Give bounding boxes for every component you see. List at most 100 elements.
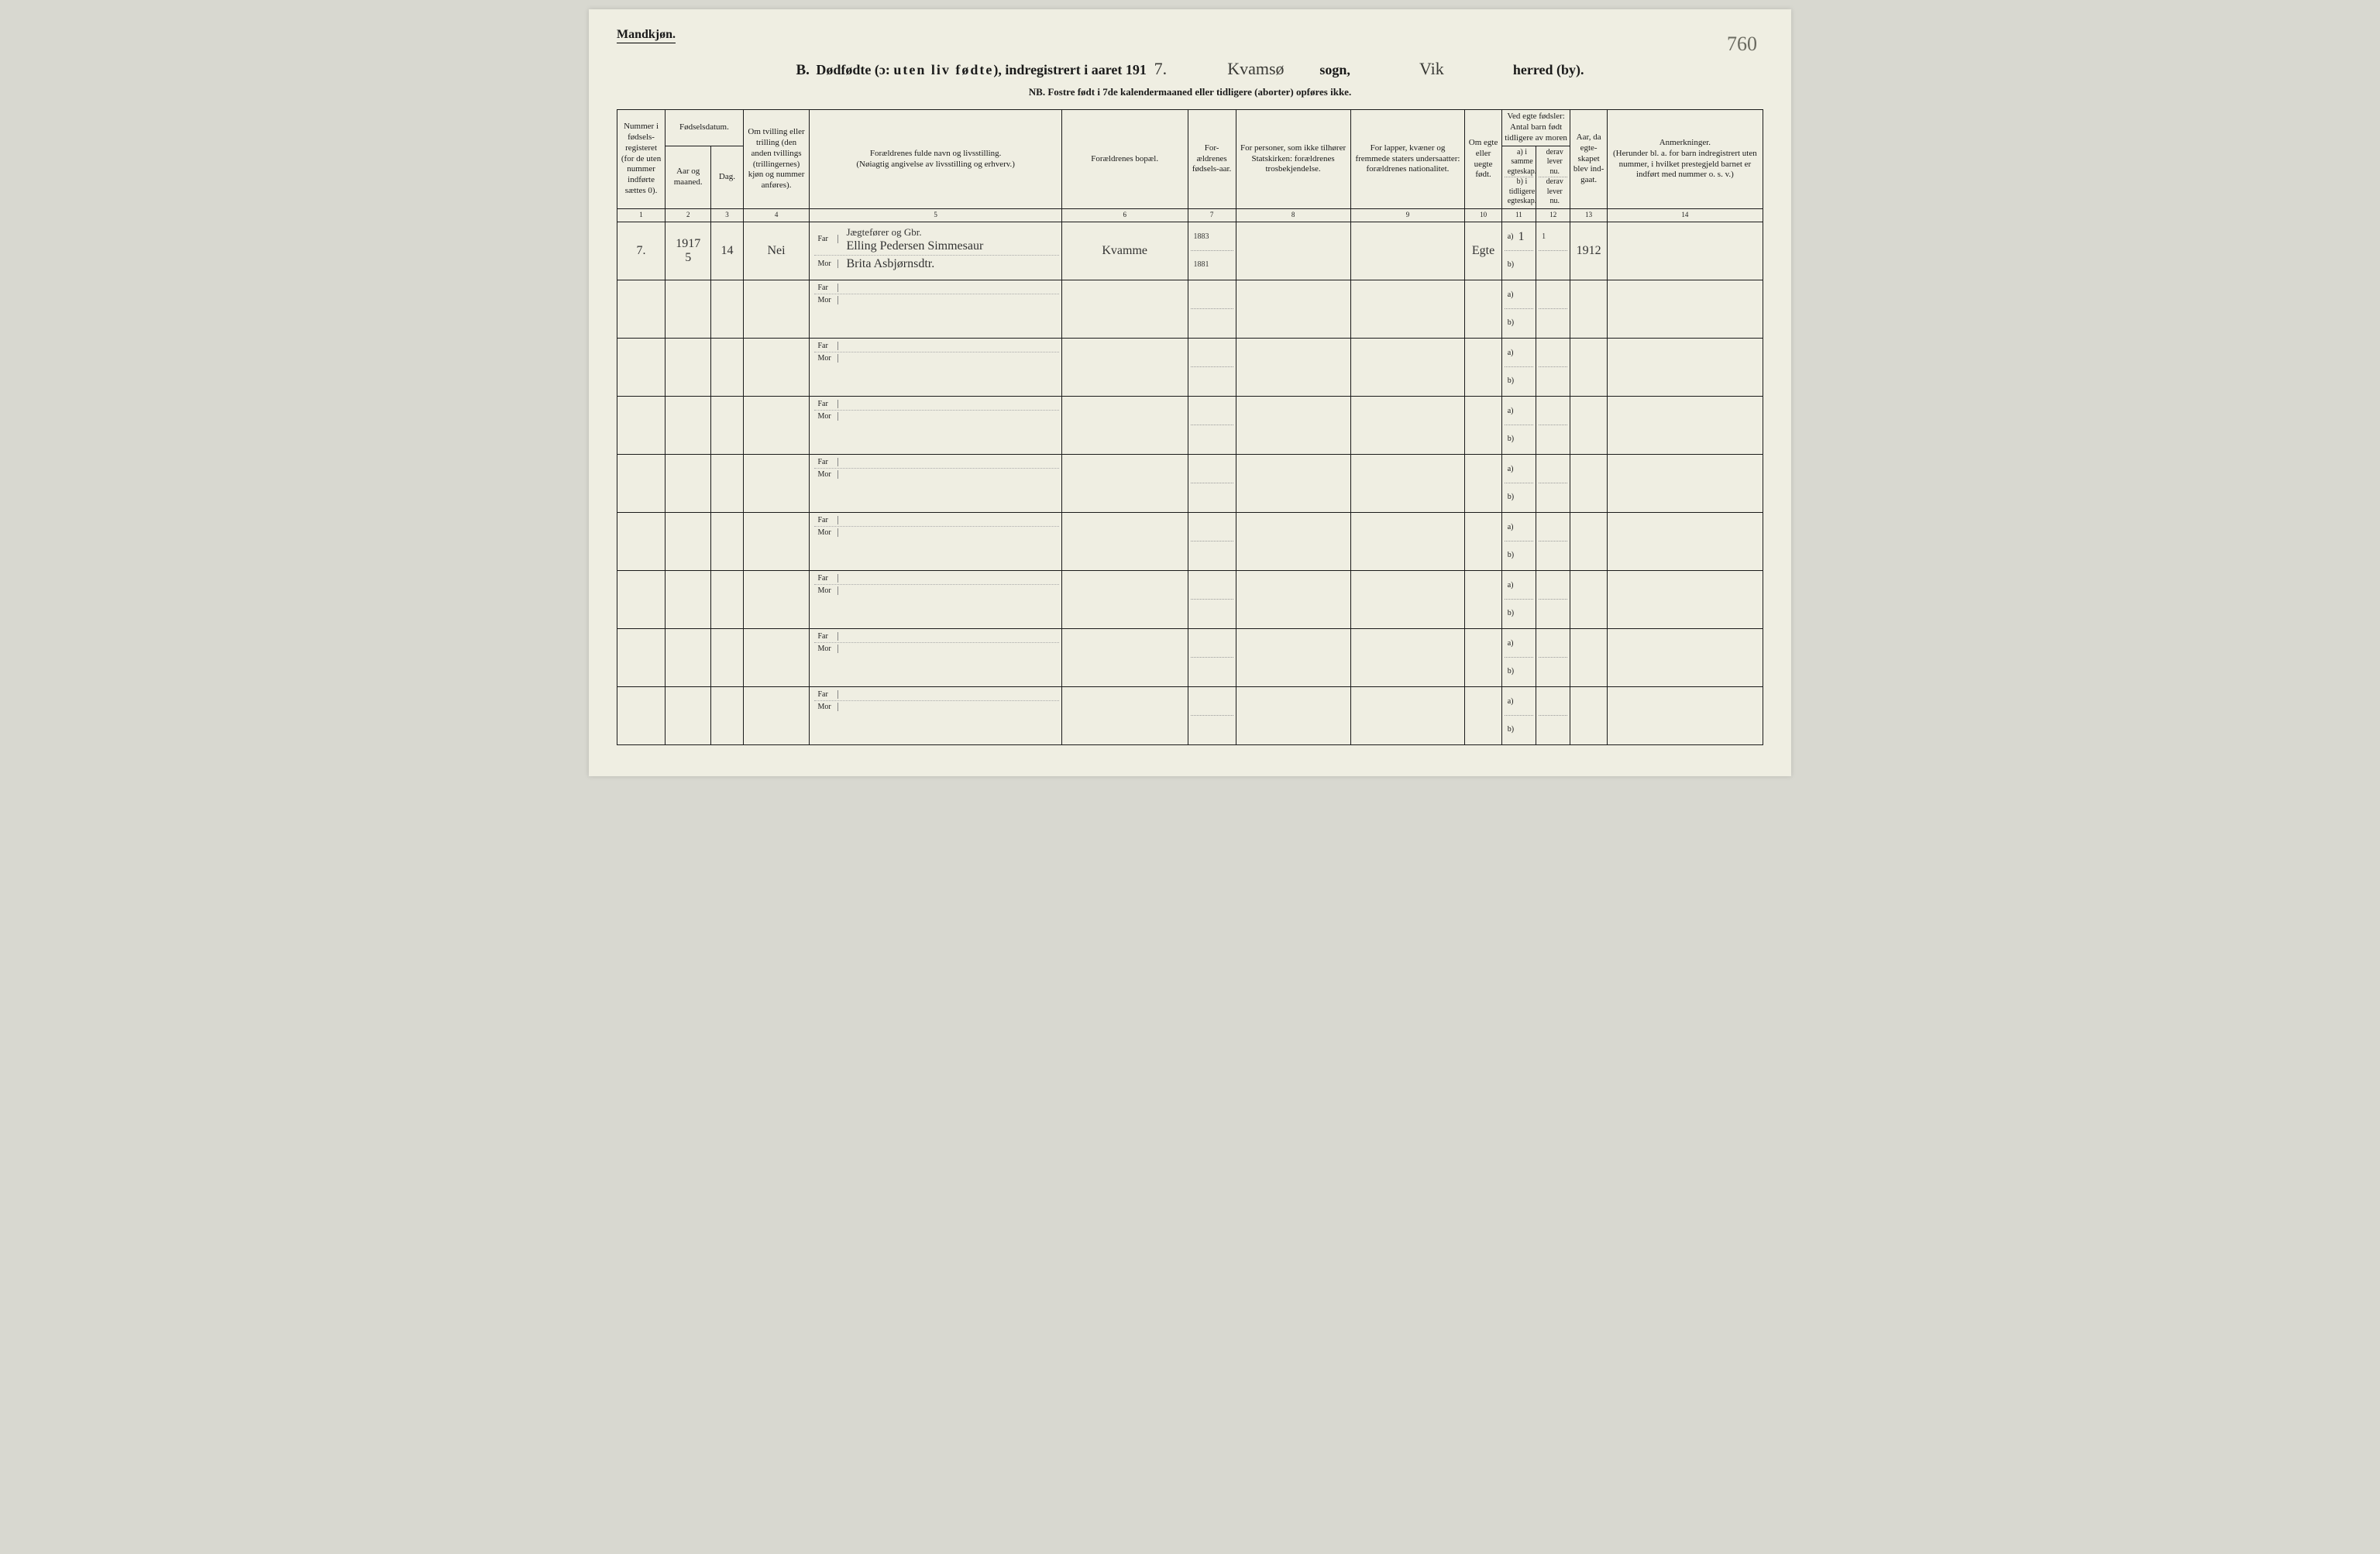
father-birth-year <box>1191 456 1233 483</box>
column-number: 10 <box>1465 208 1501 222</box>
table-header: Nummer i fødsels-registeret (for de uten… <box>617 110 1763 222</box>
table-cell: Nei <box>743 222 810 280</box>
column-number: 2 <box>666 208 711 222</box>
table-cell <box>1236 280 1350 338</box>
table-cell <box>1350 338 1465 396</box>
table-cell <box>711 512 743 570</box>
living-children-cell <box>1536 454 1570 512</box>
prev-children-cell: a) b) <box>1501 686 1536 744</box>
table-cell <box>1607 222 1763 280</box>
ledger-table: Nummer i fødsels-registeret (for de uten… <box>617 109 1763 744</box>
a-label: a) <box>1505 340 1533 367</box>
table-cell: 7. <box>617 222 666 280</box>
mor-label: Mor <box>814 260 838 268</box>
table-row: FarMora) b) <box>617 454 1763 512</box>
b-label: b) <box>1505 250 1533 278</box>
far-label: Far <box>814 342 838 350</box>
col-header: Om tvilling eller trilling (den anden tv… <box>743 110 810 208</box>
table-cell <box>1350 570 1465 628</box>
table-cell <box>1465 396 1501 454</box>
far-label: Far <box>814 516 838 524</box>
table-cell <box>666 686 711 744</box>
b-label: b) <box>1505 657 1533 685</box>
table-cell <box>1570 396 1607 454</box>
title-year-hand: 7. <box>1147 54 1175 83</box>
a-label: a) <box>1505 398 1533 425</box>
table-cell <box>1570 686 1607 744</box>
far-label: Far <box>814 284 838 292</box>
gender-heading: Mandkjøn. <box>617 28 676 43</box>
table-cell <box>1570 338 1607 396</box>
table-cell <box>666 570 711 628</box>
parents-cell: FarMor <box>810 280 1061 338</box>
b-label: b) <box>1505 483 1533 511</box>
birth-years-cell <box>1188 686 1236 744</box>
far-label: Far <box>814 458 838 466</box>
table-cell <box>1350 512 1465 570</box>
table-cell <box>666 454 711 512</box>
parents-cell: FarMor <box>810 338 1061 396</box>
column-number: 8 <box>1236 208 1350 222</box>
table-cell <box>711 280 743 338</box>
table-cell <box>743 570 810 628</box>
table-cell <box>1570 512 1607 570</box>
table-cell <box>1236 454 1350 512</box>
a-living <box>1539 340 1567 367</box>
table-cell <box>711 454 743 512</box>
col-subheader: derav lever nu. derav lever nu. <box>1536 146 1570 208</box>
birth-years-cell <box>1188 570 1236 628</box>
sogn-label: sogn, <box>1319 62 1350 77</box>
column-number: 9 <box>1350 208 1465 222</box>
table-cell <box>1465 280 1501 338</box>
birth-years-cell <box>1188 454 1236 512</box>
table-row: FarMora) b) <box>617 686 1763 744</box>
prev-children-cell: a) b) <box>1501 570 1536 628</box>
living-children-cell <box>1536 686 1570 744</box>
a-living <box>1539 514 1567 541</box>
col-subheader-b: b) i tidligere egteskap. <box>1505 177 1533 207</box>
table-cell <box>1061 454 1188 512</box>
table-cell <box>1570 280 1607 338</box>
mother-birth-year <box>1191 541 1233 569</box>
father-birth-year <box>1191 340 1233 367</box>
table-cell <box>1236 512 1350 570</box>
table-cell <box>617 396 666 454</box>
prev-children-cell: a) 1b) <box>1501 222 1536 280</box>
table-cell <box>1465 512 1501 570</box>
birth-years-cell <box>1188 338 1236 396</box>
birth-years-cell: 18831881 <box>1188 222 1236 280</box>
table-cell <box>617 686 666 744</box>
table-cell <box>1061 280 1188 338</box>
table-cell <box>1061 512 1188 570</box>
b-label: b) <box>1505 308 1533 336</box>
table-cell <box>1465 570 1501 628</box>
table-row: 7.1917514NeiFarJægtefører og Gbr.Elling … <box>617 222 1763 280</box>
birth-years-cell <box>1188 512 1236 570</box>
col-header: Anmerkninger. (Herunder bl. a. for barn … <box>1607 110 1763 208</box>
col-header: Fødselsdatum. <box>666 110 744 146</box>
col-header: Ved egte fødsler: Antal barn født tidlig… <box>1501 110 1570 146</box>
table-cell <box>617 570 666 628</box>
col-header: Aar, da egte-skapet blev ind-gaat. <box>1570 110 1607 208</box>
living-children-cell <box>1536 570 1570 628</box>
col-subheader: Dag. <box>711 146 743 208</box>
table-cell <box>1236 338 1350 396</box>
far-label: Far <box>814 690 838 699</box>
herred-handwritten: Vik <box>1371 54 1492 83</box>
column-number: 4 <box>743 208 810 222</box>
parents-cell: FarMor <box>810 570 1061 628</box>
table-cell <box>1607 280 1763 338</box>
column-number: 6 <box>1061 208 1188 222</box>
table-cell <box>1607 338 1763 396</box>
b-living <box>1539 657 1567 685</box>
table-cell <box>1607 512 1763 570</box>
living-children-cell <box>1536 338 1570 396</box>
a-label: a) <box>1505 282 1533 309</box>
b-label: b) <box>1505 541 1533 569</box>
column-number: 11 <box>1501 208 1536 222</box>
birth-years-cell <box>1188 280 1236 338</box>
b-living <box>1539 308 1567 336</box>
prev-children-cell: a) b) <box>1501 512 1536 570</box>
column-number: 3 <box>711 208 743 222</box>
living-children-cell <box>1536 396 1570 454</box>
